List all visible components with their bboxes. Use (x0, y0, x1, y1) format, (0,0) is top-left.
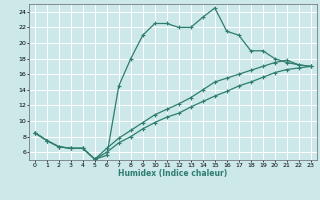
X-axis label: Humidex (Indice chaleur): Humidex (Indice chaleur) (118, 169, 228, 178)
